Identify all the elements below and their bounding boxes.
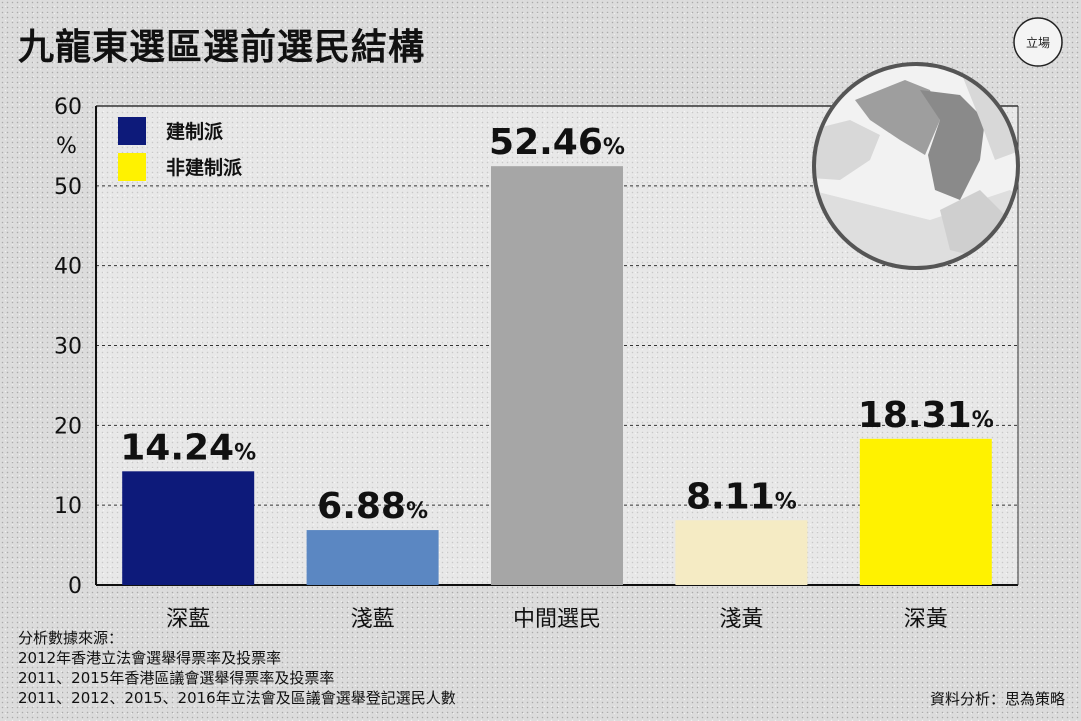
x-tick-label: 深藍 [166,607,210,632]
data-label: 8.11% [686,476,797,517]
publisher-logo: 立場 [1013,17,1063,67]
bar [859,438,992,585]
source-line: 2011、2012、2015、2016年立法會及區議會選舉登記選民人數 [18,689,456,707]
data-label: 18.31% [858,395,994,436]
source-notes: 分析數據來源： 2012年香港立法會選舉得票率及投票率 2011、2015年香港… [18,628,456,708]
y-tick-label: 40 [54,255,82,280]
y-tick-label: 50 [54,175,82,200]
legend-label: 非建制派 [166,156,243,179]
bar [675,520,808,585]
data-label: 14.24% [120,427,256,468]
chart-title: 九龍東選區選前選民結構 [18,27,426,68]
logo-text: 立場 [1026,35,1050,50]
y-tick-label: 20 [54,414,82,439]
y-tick-label: 30 [54,335,82,360]
bar [306,530,439,585]
data-label: 6.88% [317,486,428,527]
data-label: 52.46% [489,122,625,163]
bar [122,471,255,585]
x-tick-label: 中間選民 [513,607,601,632]
district-map-icon [812,62,1020,270]
y-axis-unit: % [56,134,77,159]
x-tick-label: 淺藍 [351,607,395,632]
source-heading: 分析數據來源： [18,629,124,647]
legend-swatch [118,153,146,181]
x-tick-label: 淺黃 [719,607,763,632]
bar [491,166,623,585]
analysis-credit: 資料分析：思為策略 [929,690,1065,708]
legend-swatch [118,117,146,145]
source-line: 2011、2015年香港區議會選舉得票率及投票率 [18,669,335,687]
x-tick-label: 深黃 [904,607,948,632]
source-line: 2012年香港立法會選舉得票率及投票率 [18,649,282,667]
y-tick-label: 10 [54,494,82,519]
legend-label: 建制派 [166,120,224,143]
y-tick-label: 60 [54,95,82,120]
y-tick-label: 0 [68,574,82,599]
